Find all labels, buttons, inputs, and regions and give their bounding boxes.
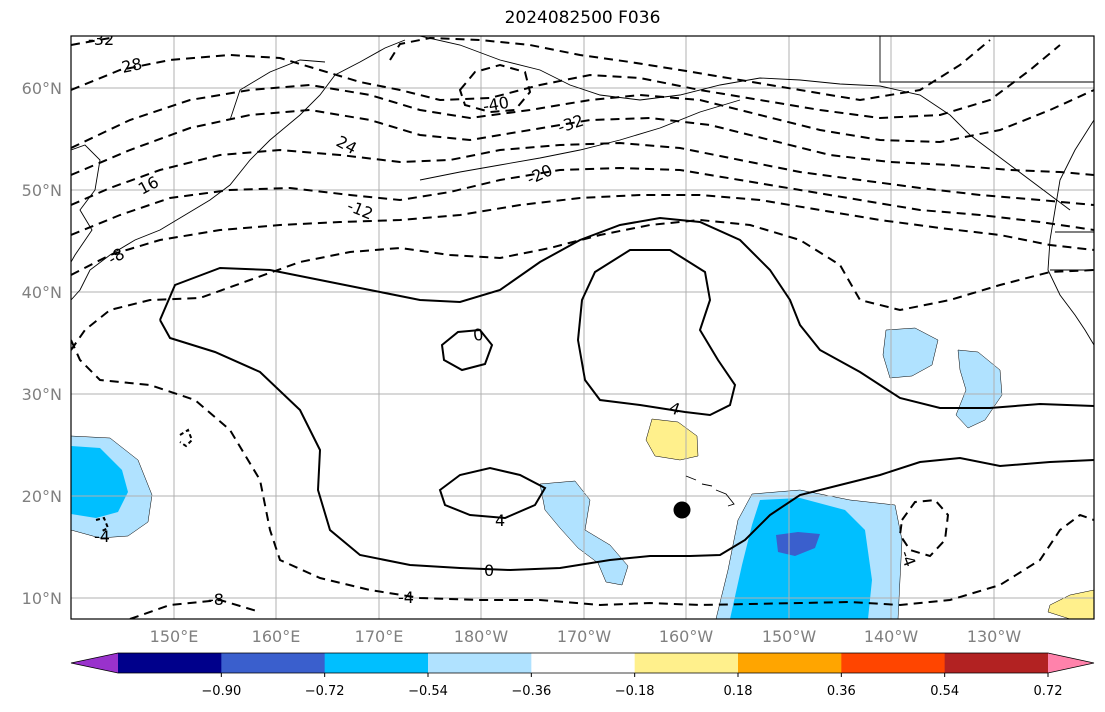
contour-label: -8 [208,590,224,609]
lat-label: 60°N [22,79,62,98]
colorbar-segment [531,653,636,673]
colorbar-segment [841,653,946,673]
contour-label: -40 [481,93,510,116]
contour-label: 28 [120,54,144,77]
lon-label: 130°W [967,627,1022,646]
lat-label: 10°N [22,589,62,608]
contour-label: -4 [398,588,414,607]
contour-label: 0 [484,561,494,580]
contour-label: -4 [896,548,919,569]
colorbar-segment [738,653,842,673]
lon-label: 170°E [355,627,404,646]
contour-neg12 [71,166,1094,236]
contour-neg28 [71,44,1061,120]
colorbar-segment [428,653,532,673]
contour-four-loop [576,249,737,417]
colorbar-tick-label: 0.72 [1034,684,1063,699]
colorbar-extend-high [1048,653,1094,673]
coast-namerica [1047,119,1094,346]
contour-neg8-sw [129,598,261,619]
colorbar: −0.90 −0.72 −0.54 −0.36 −0.18 0.18 0.36 0.54 0.7… [70,652,1095,699]
contour-neg24 [71,83,1094,149]
lon-label: 160°W [659,627,714,646]
coast-canada-border [879,36,1094,83]
contours [71,36,1094,619]
contour-label: 4 [495,511,505,530]
contour-zero-2 [159,319,1094,572]
colorbar-tick-label: −0.54 [408,684,448,699]
shaded-regions [71,327,1094,619]
shade-se-yellow [1047,589,1094,619]
colorbar-extend-low [71,653,118,673]
contour-zero [159,216,1094,409]
contour-neg32 [71,36,991,102]
lon-label: 160°E [252,627,301,646]
lat-label: 20°N [22,487,62,506]
coast-alaska [419,36,1071,211]
lon-label: 180°W [454,627,509,646]
colorbar-segment [221,653,326,673]
shade-south-dark [776,532,820,556]
shade-west-mid [71,446,128,518]
contour-neg-small-w [179,428,194,448]
contour-neg40 [458,63,532,114]
lat-label: 50°N [22,181,62,200]
colorbar-segment [118,653,222,673]
contour-neg16 [71,141,1094,206]
contour-neg-ring-se [898,498,950,558]
lat-labels: 60°N 50°N 40°N 30°N 20°N 10°N [22,79,62,608]
lat-label: 30°N [22,385,62,404]
colorbar-tick-label: 0.18 [724,684,753,699]
contour-neg4-outer [71,218,1094,351]
map-title: 2024082500 F036 [504,8,661,28]
lon-label: 140°W [864,627,919,646]
coast-aleutians [419,99,741,181]
contour-label: 0 [472,325,485,345]
colorbar-outline [70,652,1095,674]
map-border [70,35,1095,620]
colorbar-tick-label: −0.18 [615,684,655,699]
coast-hawaii [685,475,735,507]
colorbar-segment [944,653,1049,673]
lon-label: 170°W [557,627,612,646]
contour-label: -4 [94,527,110,546]
contour-zero-small [440,328,494,372]
colorbar-tick-label: −0.72 [305,684,345,699]
lon-labels: 150°E 160°E 170°E 180°W 170°W 160°W 150°… [150,627,1022,646]
colorbar-tick-label: 0.54 [930,684,959,699]
colorbar-tick-label: −0.90 [201,684,241,699]
location-marker [673,501,691,519]
shade-yellow-hawaii [645,418,699,461]
coast-asia [71,39,406,301]
contour-four-south [438,466,547,520]
contour-neg4-south [71,339,1094,607]
contour-neg8 [71,194,1094,276]
shade-south-mid [730,498,872,619]
colorbar-segment [324,653,429,673]
colorbar-segment [634,653,739,673]
shade-ne-1 [882,327,939,379]
colorbar-tick-label: −0.36 [511,684,551,699]
contour-label: -32 [88,30,114,49]
lon-label: 150°W [762,627,817,646]
colorbar-tick-label: 0.36 [827,684,856,699]
contour-neg-small-w2 [95,516,110,533]
lat-label: 40°N [22,283,62,302]
lon-label: 150°E [150,627,199,646]
gridlines [71,36,1094,619]
